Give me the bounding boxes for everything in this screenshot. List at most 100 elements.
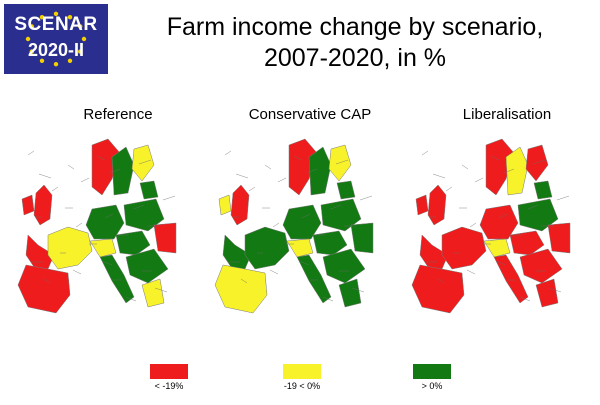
eu-stars-icon [25, 11, 87, 67]
region-border [67, 164, 75, 170]
map-region [479, 204, 519, 240]
region-border [498, 213, 508, 219]
map-region [312, 230, 348, 256]
map-region [99, 254, 135, 304]
map-region [21, 194, 35, 216]
map-region [17, 264, 71, 314]
region-border [490, 155, 500, 161]
region-border [474, 177, 484, 183]
region-border [224, 150, 232, 156]
region-border [235, 173, 249, 179]
region-border [277, 177, 287, 183]
region-border [269, 269, 279, 275]
map-region [547, 222, 571, 254]
map-region [115, 230, 151, 256]
region-border [359, 195, 373, 201]
map-region [505, 146, 529, 196]
region-border [43, 278, 51, 284]
region-border [421, 150, 429, 156]
map-region [427, 184, 447, 226]
map-region [296, 254, 332, 304]
legend-swatch-below-minus-19 [150, 364, 188, 379]
map-region [336, 180, 356, 200]
region-border [162, 195, 176, 201]
region-border [80, 177, 90, 183]
region-border [298, 260, 310, 266]
map-region [322, 248, 366, 284]
region-border [548, 287, 562, 293]
region-border [532, 159, 546, 165]
region-border [272, 222, 280, 228]
map-region [483, 238, 511, 258]
map-region [218, 194, 232, 216]
map-region [350, 222, 374, 254]
scenar-logo: SCENAR 2020-II [4, 4, 108, 74]
region-border [104, 213, 114, 219]
map-region [509, 230, 545, 256]
region-border [432, 173, 446, 179]
map-conservative-cap [214, 138, 374, 314]
title-line-1: Farm income change by scenario, [166, 13, 544, 41]
region-border [351, 287, 365, 293]
map-region [525, 144, 549, 182]
region-border [469, 222, 477, 228]
map-region [519, 248, 563, 284]
legend-label-minus-19-to-0: -19 < 0% [283, 381, 321, 391]
map-region [411, 264, 465, 314]
region-border [461, 164, 469, 170]
region-border [75, 222, 83, 228]
legend-label-below-minus-19: < -19% [154, 381, 184, 391]
map-region [244, 226, 290, 270]
map-region [230, 184, 250, 226]
region-border [445, 186, 453, 192]
region-border [27, 150, 35, 156]
title-line-2: 2007-2020, in % [263, 44, 447, 72]
region-border [527, 204, 539, 210]
map-region [85, 204, 125, 240]
region-border [51, 186, 59, 192]
region-border [466, 269, 476, 275]
map-region [141, 278, 165, 308]
region-border [519, 296, 531, 302]
region-border [437, 278, 445, 284]
region-border [248, 186, 256, 192]
map-region [308, 146, 332, 196]
legend-swatch-minus-19-to-0 [283, 364, 321, 379]
map-region [214, 264, 268, 314]
map-region [338, 278, 362, 308]
map-region [441, 226, 487, 270]
region-border [133, 204, 145, 210]
region-border [556, 195, 570, 201]
region-border [240, 278, 248, 284]
map-region [286, 238, 314, 258]
map-region [535, 278, 559, 308]
region-border [301, 213, 311, 219]
region-border [125, 296, 137, 302]
region-border [138, 159, 152, 165]
region-border [335, 159, 349, 165]
map-region [485, 138, 515, 196]
logo-text-scenar: SCENAR [14, 14, 98, 35]
map-liberalisation [411, 138, 571, 314]
map-region [131, 144, 155, 182]
map-region [415, 194, 429, 216]
region-border [322, 296, 334, 302]
map-region [89, 238, 117, 258]
region-border [101, 260, 113, 266]
map-region [288, 138, 318, 196]
region-border [72, 269, 82, 275]
map-reference [17, 138, 177, 314]
map-label-liberalisation: Liberalisation [462, 106, 552, 123]
logo-text-2020: 2020-II [27, 40, 85, 60]
map-region [328, 144, 352, 182]
region-border [293, 155, 303, 161]
map-label-conservative-cap: Conservative CAP [248, 106, 372, 123]
region-border [306, 168, 318, 174]
region-border [109, 168, 121, 174]
legend-swatch-above-0 [413, 364, 451, 379]
map-region [111, 146, 135, 196]
region-border [96, 155, 106, 161]
region-border [154, 287, 168, 293]
map-label-reference: Reference [83, 106, 153, 123]
region-border [495, 260, 507, 266]
